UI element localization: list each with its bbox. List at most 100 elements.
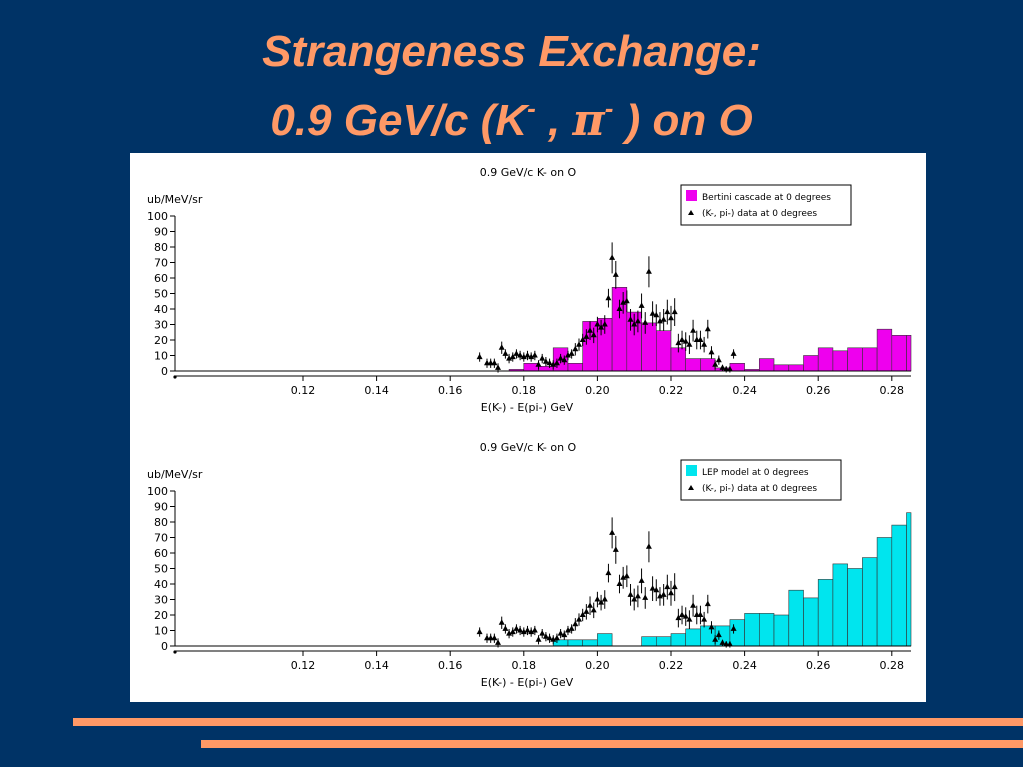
data-point-triangle — [623, 297, 630, 304]
title-part-b: , — [535, 96, 573, 145]
title-superscript-pi: - — [604, 93, 614, 123]
x-tick-label: 0.14 — [364, 659, 389, 672]
data-point-triangle — [553, 359, 560, 366]
data-point-triangle — [495, 364, 501, 370]
data-point-triangle — [531, 352, 538, 358]
data-point-triangle — [583, 608, 590, 614]
data-point-triangle — [642, 594, 649, 600]
y-tick-label: 10 — [154, 350, 168, 363]
legend-box — [680, 184, 852, 226]
data-point-triangle — [686, 616, 693, 622]
data-point-triangle — [546, 359, 553, 366]
data-point-triangle — [719, 639, 726, 645]
y-tick-label: 40 — [154, 303, 168, 316]
data-point-triangle — [679, 336, 685, 342]
y-tick-label: 100 — [147, 210, 168, 223]
data-point-triangle — [642, 319, 649, 325]
data-point-triangle — [638, 577, 645, 583]
data-point-triangle — [697, 336, 704, 342]
x-tick-label: 0.24 — [732, 384, 757, 397]
x-axis-label: E(K-) - E(pi-) GeV — [481, 676, 574, 689]
y-tick-label: 50 — [154, 563, 168, 576]
data-point-triangle — [542, 633, 549, 639]
data-point-triangle — [506, 630, 513, 636]
data-point-triangle — [498, 344, 505, 350]
data-point-triangle — [627, 316, 634, 322]
histogram-bar — [567, 639, 583, 647]
x-tick-label: 0.24 — [732, 659, 757, 672]
data-point-triangle — [546, 634, 553, 641]
data-point-triangle — [576, 616, 582, 622]
accent-bar-bottom — [201, 740, 1023, 748]
legend-swatch — [686, 465, 697, 476]
y-tick-label: 30 — [154, 594, 168, 607]
data-point-triangle — [513, 350, 520, 356]
data-point-triangle — [616, 305, 623, 311]
data-point-triangle — [528, 628, 535, 635]
data-point-triangle — [535, 361, 542, 367]
data-point-triangle — [520, 628, 527, 635]
y-tick-label: 0 — [161, 365, 168, 378]
data-point-triangle — [704, 600, 711, 607]
y-tick-label: 80 — [154, 516, 168, 529]
legend-model-label: Bertini cascade at 0 degrees — [702, 193, 831, 203]
x-tick-label: 0.26 — [806, 659, 831, 672]
data-point-triangle — [675, 614, 682, 621]
data-point-triangle — [730, 350, 737, 356]
x-tick-label: 0.20 — [585, 384, 610, 397]
data-point-triangle — [620, 299, 627, 305]
data-point-triangle — [561, 631, 568, 638]
y-tick-label: 10 — [154, 625, 168, 638]
data-point-triangle — [594, 596, 601, 602]
data-point-triangle — [715, 631, 722, 638]
data-point-triangle — [568, 625, 575, 631]
y-tick-label: 40 — [154, 578, 168, 591]
y-tick-label: 60 — [154, 547, 168, 560]
histogram-bar — [700, 358, 716, 372]
histogram-bar — [582, 639, 598, 647]
data-point-triangle — [631, 321, 638, 327]
legend-data-label: (K-, pi-) data at 0 degrees — [702, 484, 817, 494]
data-point-triangle — [634, 592, 641, 599]
data-point-triangle — [704, 325, 711, 332]
data-point-triangle — [583, 333, 590, 339]
data-point-triangle — [539, 355, 546, 361]
x-tick-label: 0.12 — [291, 659, 316, 672]
data-point-triangle — [649, 585, 656, 591]
y-axis-label: ub/MeV/sr — [147, 468, 203, 481]
histogram-bar — [891, 524, 907, 647]
data-point-triangle — [708, 623, 715, 630]
data-point-triangle — [587, 327, 593, 333]
title-pi-symbol: π — [572, 95, 605, 146]
x-tick-label: 0.12 — [291, 384, 316, 397]
data-point-triangle — [495, 639, 501, 645]
data-point-triangle — [517, 352, 524, 358]
x-tick-label: 0.14 — [364, 384, 389, 397]
histogram-bar — [817, 347, 834, 372]
data-point-triangle — [476, 353, 483, 360]
histogram-bar — [758, 358, 775, 372]
legend-data-marker — [688, 485, 694, 490]
x-tick-label: 0.28 — [880, 384, 905, 397]
x-tick-label: 0.18 — [512, 384, 537, 397]
title-part-c: ) on O — [613, 96, 753, 145]
data-point-triangle — [531, 627, 538, 633]
data-point-triangle — [520, 353, 527, 360]
chart-title: 0.9 GeV/c K- on O — [480, 166, 577, 179]
data-point-triangle — [590, 331, 597, 338]
data-point-triangle — [565, 352, 571, 358]
data-point-triangle — [502, 350, 509, 356]
y-tick-label: 70 — [154, 532, 168, 545]
data-point-triangle — [726, 640, 733, 647]
data-point-triangle — [528, 353, 535, 360]
chart-title: 0.9 GeV/c K- on O — [480, 441, 577, 454]
data-point-triangle — [572, 620, 579, 627]
data-point-triangle — [576, 341, 582, 347]
data-point-triangle — [620, 574, 627, 580]
slide-title-line-1: Strangeness Exchange: — [262, 27, 761, 76]
x-tick-label: 0.18 — [512, 659, 537, 672]
data-point-triangle — [645, 543, 652, 549]
y-axis-label: ub/MeV/sr — [147, 193, 203, 206]
data-point-triangle — [553, 634, 560, 641]
legend-box — [680, 459, 842, 501]
